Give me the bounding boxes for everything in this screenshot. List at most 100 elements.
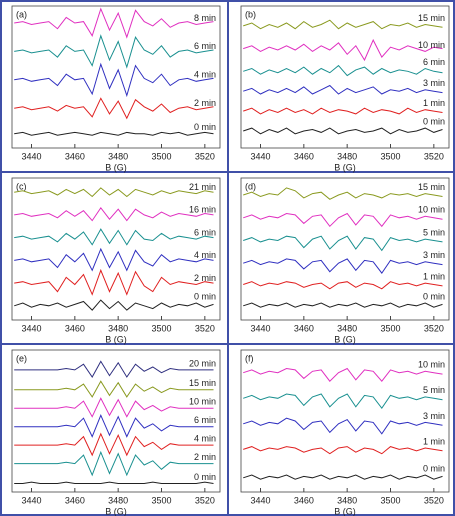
plot-area bbox=[240, 5, 450, 149]
series-label: 0 min bbox=[423, 291, 445, 301]
series-label: 2 min bbox=[194, 98, 216, 108]
x-axis-label: B (G) bbox=[105, 506, 127, 516]
spectrum-line bbox=[243, 235, 443, 252]
x-tick-label: 3440 bbox=[21, 323, 41, 333]
spectrum-line bbox=[14, 432, 214, 457]
spectrum-line bbox=[14, 187, 214, 198]
spectrum-line bbox=[14, 299, 214, 311]
x-tick-label: 3440 bbox=[250, 323, 270, 333]
panel-label: (c) bbox=[16, 181, 27, 191]
x-tick-label: 3480 bbox=[337, 495, 357, 505]
plot-area bbox=[240, 177, 450, 321]
spectrum-line bbox=[243, 107, 443, 115]
series-label: 6 min bbox=[423, 57, 445, 67]
spectrum-line bbox=[243, 281, 443, 290]
spectrum-line bbox=[14, 450, 214, 477]
x-tick-label: 3500 bbox=[151, 151, 171, 161]
spectrum-line bbox=[14, 397, 214, 418]
series-label: 10 min bbox=[418, 40, 445, 50]
plot-area bbox=[11, 177, 221, 321]
series-label: 2 min bbox=[194, 452, 216, 462]
x-tick-label: 3460 bbox=[294, 151, 314, 161]
panel-label: (d) bbox=[245, 181, 256, 191]
x-tick-label: 3460 bbox=[294, 495, 314, 505]
spectrum-line bbox=[14, 62, 214, 98]
spectrum-line bbox=[243, 258, 443, 274]
x-tick-label: 3480 bbox=[108, 323, 128, 333]
spectrum-line bbox=[14, 97, 214, 120]
spectrum-line bbox=[243, 84, 443, 95]
spectrum-line bbox=[14, 131, 214, 136]
x-tick-label: 3440 bbox=[250, 151, 270, 161]
x-tick-label: 3500 bbox=[380, 151, 400, 161]
x-tick-label: 3500 bbox=[380, 495, 400, 505]
spectrum-line bbox=[243, 393, 443, 410]
x-tick-label: 3520 bbox=[195, 151, 215, 161]
series-label: 0 min bbox=[423, 463, 445, 473]
spectrum-line bbox=[243, 446, 443, 455]
series-label: 4 min bbox=[194, 250, 216, 260]
series-label: 4 min bbox=[194, 70, 216, 80]
spectrum-line bbox=[243, 187, 443, 200]
x-axis-label: B (G) bbox=[105, 162, 127, 172]
x-tick-label: 3460 bbox=[65, 151, 85, 161]
x-tick-label: 3500 bbox=[380, 323, 400, 333]
x-axis-label: B (G) bbox=[105, 334, 127, 344]
x-tick-label: 3460 bbox=[65, 495, 85, 505]
series-label: 5 min bbox=[423, 227, 445, 237]
x-tick-label: 3520 bbox=[195, 495, 215, 505]
spectrum-line bbox=[14, 206, 214, 222]
spectrum-line bbox=[14, 7, 214, 39]
x-tick-label: 3480 bbox=[108, 151, 128, 161]
plot-area bbox=[240, 349, 450, 493]
spectrum-line bbox=[243, 64, 443, 77]
series-label: 1 min bbox=[423, 436, 445, 446]
spectrum-line bbox=[14, 414, 214, 438]
series-label: 15 min bbox=[418, 13, 445, 23]
panel-label: (b) bbox=[245, 9, 256, 19]
x-tick-label: 3480 bbox=[337, 151, 357, 161]
spectrum-line bbox=[243, 474, 443, 480]
spectrum-line bbox=[14, 360, 214, 378]
x-tick-label: 3480 bbox=[108, 495, 128, 505]
series-label: 0 min bbox=[194, 472, 216, 482]
series-label: 10 min bbox=[418, 360, 445, 370]
x-tick-label: 3520 bbox=[195, 323, 215, 333]
series-label: 15 min bbox=[189, 378, 216, 388]
x-tick-label: 3460 bbox=[294, 323, 314, 333]
spectrum-line bbox=[14, 268, 214, 296]
plot-area bbox=[11, 349, 221, 493]
series-label: 10 min bbox=[189, 397, 216, 407]
x-axis-label: B (G) bbox=[334, 162, 356, 172]
x-tick-label: 3440 bbox=[21, 495, 41, 505]
x-tick-label: 3520 bbox=[424, 151, 444, 161]
spectrum-line bbox=[243, 302, 443, 308]
series-label: 1 min bbox=[423, 98, 445, 108]
spectrum-line bbox=[243, 127, 443, 135]
spectrum-line bbox=[243, 367, 443, 382]
x-tick-label: 3440 bbox=[21, 151, 41, 161]
panel-label: (e) bbox=[16, 353, 27, 363]
series-label: 21 min bbox=[189, 182, 216, 192]
spectrum-line bbox=[243, 212, 443, 228]
series-label: 10 min bbox=[418, 205, 445, 215]
spectrum-line bbox=[243, 417, 443, 435]
spectrum-line bbox=[14, 34, 214, 69]
series-label: 6 min bbox=[194, 41, 216, 51]
spectrum-line bbox=[14, 380, 214, 398]
series-label: 5 min bbox=[423, 385, 445, 395]
series-label: 8 min bbox=[194, 13, 216, 23]
x-tick-label: 3480 bbox=[337, 323, 357, 333]
series-label: 15 min bbox=[418, 182, 445, 192]
series-label: 3 min bbox=[423, 78, 445, 88]
x-tick-label: 3520 bbox=[424, 323, 444, 333]
x-tick-label: 3500 bbox=[151, 495, 171, 505]
x-axis-label: B (G) bbox=[334, 334, 356, 344]
series-label: 16 min bbox=[189, 205, 216, 215]
spectrum-line bbox=[14, 247, 214, 272]
series-label: 6 min bbox=[194, 415, 216, 425]
spectrum-line bbox=[243, 38, 443, 62]
panel-label: (a) bbox=[16, 9, 27, 19]
x-tick-label: 3500 bbox=[151, 323, 171, 333]
